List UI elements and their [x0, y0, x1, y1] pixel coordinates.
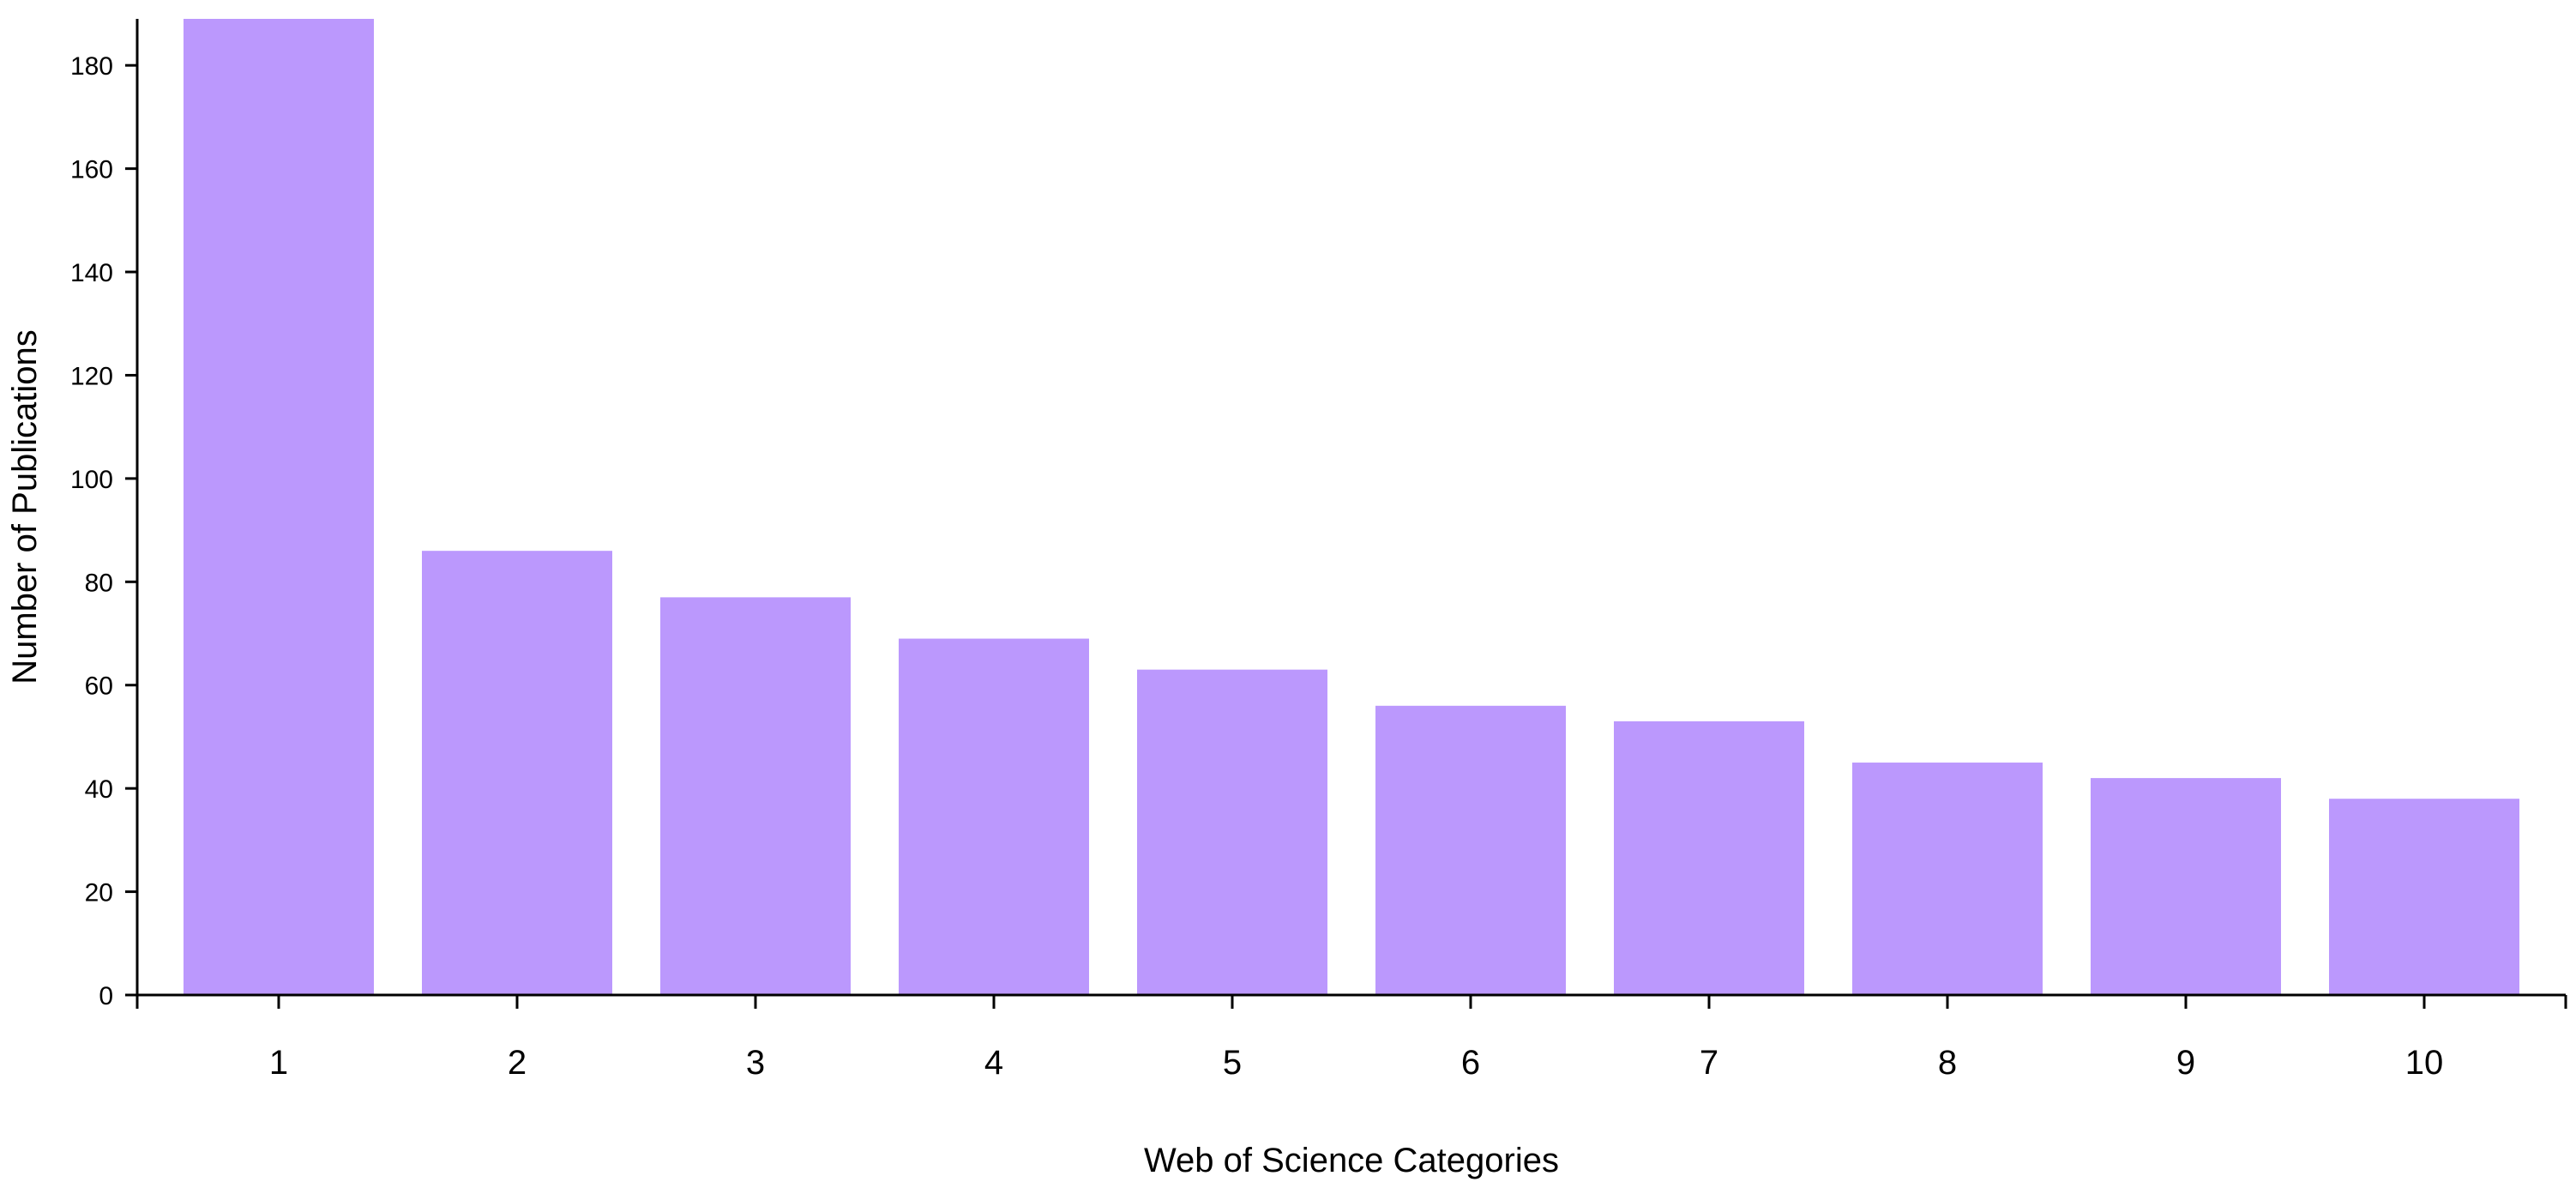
x-tick-label: 9 — [2176, 1044, 2195, 1082]
bars-layer — [184, 19, 2519, 995]
y-tick-label: 120 — [70, 362, 113, 390]
x-ticks: 1 2 3 4 5 6 7 8 9 10 — [135, 995, 2567, 1082]
y-ticks: 0 20 40 60 80 100 120 140 160 180 — [70, 52, 137, 1010]
bar-8 — [1852, 763, 2043, 995]
x-axis-title: Web of Science Categories — [1144, 1142, 1559, 1179]
bar-6 — [1375, 705, 1566, 995]
x-tick-label: 5 — [1223, 1044, 1242, 1082]
bar-5 — [1137, 669, 1327, 995]
y-tick-label: 100 — [70, 466, 113, 494]
x-tick-label: 6 — [1461, 1044, 1480, 1082]
bar-9 — [2091, 778, 2281, 995]
x-tick-label: 1 — [269, 1044, 288, 1082]
bar-10 — [2329, 799, 2519, 995]
bar-7 — [1614, 721, 1804, 995]
y-axis-title: Number of Publications — [6, 329, 44, 684]
x-tick-label: 4 — [984, 1044, 1003, 1082]
bar-3 — [660, 597, 851, 995]
axes-layer — [135, 19, 2566, 997]
y-tick-label: 160 — [70, 156, 113, 184]
bar-4 — [899, 638, 1089, 995]
y-tick-label: 180 — [70, 52, 113, 81]
x-tick-label: 3 — [746, 1044, 765, 1082]
x-tick-label: 10 — [2405, 1044, 2444, 1082]
bar-2 — [422, 551, 612, 995]
y-tick-label: 0 — [99, 982, 113, 1010]
x-tick-label: 2 — [508, 1044, 527, 1082]
y-tick-label: 20 — [85, 879, 113, 908]
y-tick-label: 40 — [85, 775, 113, 804]
y-tick-label: 80 — [85, 569, 113, 597]
y-tick-label: 140 — [70, 259, 113, 287]
bar-1 — [184, 19, 374, 995]
x-tick-label: 7 — [1700, 1044, 1718, 1082]
y-tick-label: 60 — [85, 672, 113, 701]
x-tick-label: 8 — [1938, 1044, 1957, 1082]
